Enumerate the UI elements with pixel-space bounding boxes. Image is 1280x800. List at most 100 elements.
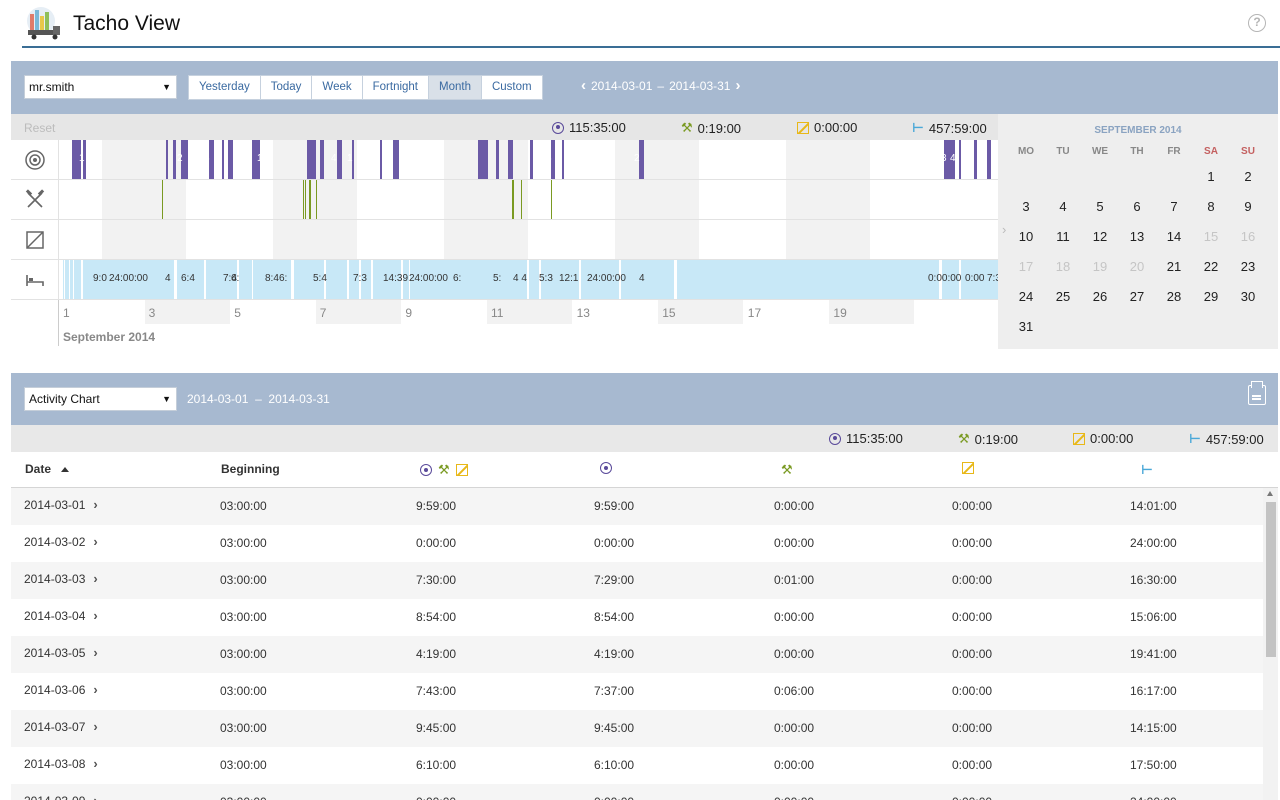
calendar-day[interactable]: 7: [1170, 199, 1178, 214]
scroll-up-arrow-icon[interactable]: [1267, 491, 1273, 496]
work-segment[interactable]: [512, 180, 514, 219]
calendar-day[interactable]: 5: [1096, 199, 1104, 214]
chevron-right-icon[interactable]: ›: [93, 534, 98, 549]
calendar-day[interactable]: 2: [1244, 169, 1252, 184]
range-button-fortnight[interactable]: Fortnight: [362, 75, 430, 100]
calendar-day[interactable]: 6: [1133, 199, 1141, 214]
calendar-day[interactable]: 22: [1203, 259, 1219, 274]
calendar-day[interactable]: 30: [1240, 289, 1256, 304]
row-date[interactable]: 2014-03-07 ›: [24, 719, 98, 734]
calendar-day[interactable]: 9: [1244, 199, 1252, 214]
drive-segment[interactable]: [529, 140, 534, 179]
chevron-right-icon[interactable]: ›: [1002, 222, 1007, 237]
row-date[interactable]: 2014-03-06 ›: [24, 682, 98, 697]
row-date[interactable]: 2014-03-01 ›: [24, 497, 98, 512]
calendar-day[interactable]: 15: [1203, 229, 1219, 244]
calendar-day[interactable]: 10: [1018, 229, 1034, 244]
calendar-day[interactable]: 24: [1018, 289, 1034, 304]
drive-segment[interactable]: [337, 140, 343, 179]
chevron-right-icon[interactable]: ›: [93, 497, 98, 512]
column-header-beginning[interactable]: Beginning: [221, 462, 280, 476]
calendar-day[interactable]: 4: [1059, 199, 1067, 214]
drive-segment[interactable]: [987, 140, 992, 179]
column-header-total[interactable]: ⚒: [420, 462, 468, 478]
calendar-day[interactable]: 21: [1166, 259, 1182, 274]
work-segment[interactable]: [304, 180, 307, 219]
table-row[interactable]: 2014-03-08 › 03:00:00 6:10:00 6:10:00 0:00:00…: [11, 747, 1263, 784]
drive-segment[interactable]: [638, 140, 644, 179]
drive-segment[interactable]: [181, 140, 188, 179]
drive-segment[interactable]: [478, 140, 488, 179]
work-segment[interactable]: [520, 180, 523, 219]
calendar-day[interactable]: 25: [1055, 289, 1071, 304]
help-icon[interactable]: ?: [1248, 14, 1266, 32]
drive-segment[interactable]: [228, 140, 233, 179]
scrollbar-thumb[interactable]: [1266, 502, 1276, 657]
row-date[interactable]: 2014-03-05 ›: [24, 645, 98, 660]
rest-band[interactable]: [63, 260, 998, 299]
calendar-day[interactable]: 20: [1129, 259, 1145, 274]
calendar-day[interactable]: 16: [1240, 229, 1256, 244]
row-date[interactable]: 2014-03-04 ›: [24, 608, 98, 623]
calendar-day[interactable]: 3: [1022, 199, 1030, 214]
calendar-day[interactable]: 17: [1018, 259, 1034, 274]
work-segment[interactable]: [550, 180, 553, 219]
column-header-available[interactable]: [962, 462, 974, 477]
calendar-day[interactable]: 26: [1092, 289, 1108, 304]
drive-segment[interactable]: [166, 140, 169, 179]
chevron-right-icon[interactable]: ›: [93, 571, 98, 586]
row-date[interactable]: 2014-03-03 ›: [24, 571, 98, 586]
calendar-day[interactable]: 18: [1055, 259, 1071, 274]
row-date[interactable]: 2014-03-02 ›: [24, 534, 98, 549]
reset-button[interactable]: Reset: [24, 121, 56, 135]
calendar-day[interactable]: 14: [1166, 229, 1182, 244]
chevron-right-icon[interactable]: ›: [93, 793, 97, 800]
calendar-day[interactable]: 11: [1056, 229, 1070, 244]
drive-segment[interactable]: [221, 140, 225, 179]
print-icon[interactable]: [1248, 381, 1266, 405]
table-row[interactable]: 2014-03-03 › 03:00:00 7:30:00 7:29:00 0:01:00…: [11, 562, 1263, 599]
column-header-date[interactable]: Date: [25, 462, 70, 476]
chevron-right-icon[interactable]: ›: [93, 756, 98, 771]
column-header-rest[interactable]: ⊢: [1141, 462, 1153, 478]
drive-segment[interactable]: [320, 140, 324, 179]
drive-segment[interactable]: [944, 140, 956, 179]
table-row[interactable]: 2014-03-06 › 03:00:00 7:43:00 7:37:00 0:06:00…: [11, 673, 1263, 710]
drive-segment[interactable]: [307, 140, 316, 179]
drive-segment[interactable]: [380, 140, 383, 179]
drive-segment[interactable]: [82, 140, 87, 179]
chevron-right-icon[interactable]: ›: [93, 719, 98, 734]
drive-segment[interactable]: [251, 140, 260, 179]
range-button-custom[interactable]: Custom: [481, 75, 543, 100]
drive-segment[interactable]: [72, 140, 81, 179]
table-row[interactable]: 2014-03-01 › 03:00:00 9:59:00 9:59:00 0:00:00…: [11, 488, 1263, 525]
drive-segment[interactable]: [959, 140, 962, 179]
drive-segment[interactable]: [495, 140, 499, 179]
calendar-day[interactable]: 29: [1203, 289, 1219, 304]
calendar-day[interactable]: 28: [1166, 289, 1182, 304]
chevron-right-icon[interactable]: ›: [93, 645, 98, 660]
drive-segment[interactable]: [209, 140, 215, 179]
drive-segment[interactable]: [172, 140, 177, 179]
chevron-right-icon[interactable]: ›: [93, 608, 98, 623]
table-row[interactable]: 2014-03-05 › 03:00:00 4:19:00 4:19:00 0:00:00…: [11, 636, 1263, 673]
drive-segment[interactable]: [508, 140, 514, 179]
table-row[interactable]: 2014-03-02 › 03:00:00 0:00:00 0:00:00 0:00:00…: [11, 525, 1263, 562]
calendar-day[interactable]: 8: [1207, 199, 1215, 214]
range-button-week[interactable]: Week: [312, 75, 363, 100]
drive-segment[interactable]: [561, 140, 564, 179]
row-date[interactable]: 2014-03-09 ›: [24, 793, 98, 800]
calendar-day[interactable]: 13: [1129, 229, 1145, 244]
column-header-work[interactable]: ⚒: [781, 462, 793, 478]
calendar-day[interactable]: 27: [1129, 289, 1145, 304]
work-segment[interactable]: [161, 180, 164, 219]
drive-segment[interactable]: [551, 140, 556, 179]
calendar-day[interactable]: 23: [1240, 259, 1256, 274]
calendar-day[interactable]: 19: [1092, 259, 1108, 274]
chevron-left-icon[interactable]: ‹: [581, 77, 586, 94]
drive-segment[interactable]: [352, 140, 355, 179]
table-row[interactable]: 2014-03-07 › 03:00:00 9:45:00 9:45:00 0:00:00…: [11, 710, 1263, 747]
table-row[interactable]: 2014-03-04 › 03:00:00 8:54:00 8:54:00 0:00:00…: [11, 599, 1263, 636]
calendar-day[interactable]: 12: [1092, 229, 1108, 244]
work-segment[interactable]: [315, 180, 317, 219]
